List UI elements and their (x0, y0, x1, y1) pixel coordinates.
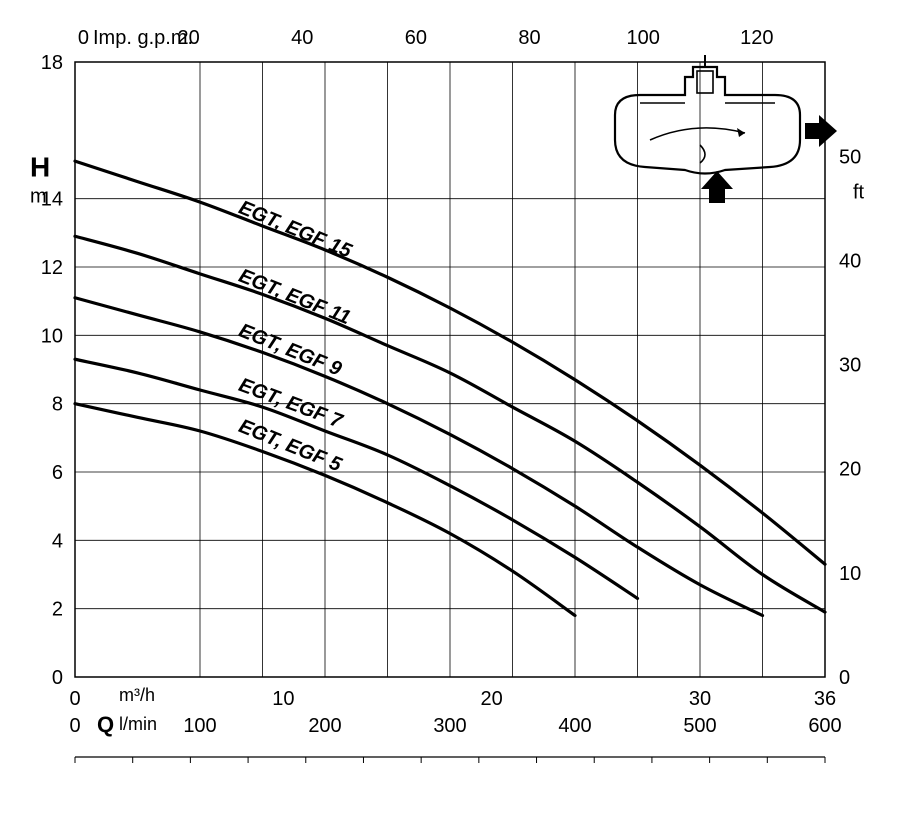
y-m-tick: 4 (52, 530, 63, 552)
pump-curve-chart: EGT, EGF 15EGT, EGF 11EGT, EGF 9EGT, EGF… (0, 0, 900, 815)
x-lmin-tick: 200 (308, 715, 341, 737)
x-gpm-tick: 40 (291, 27, 313, 49)
x-lmin-tick: 600 (808, 715, 841, 737)
x-gpm-tick: 100 (626, 27, 659, 49)
x-gpm-label: Imp. g.p.m. (93, 27, 193, 49)
y-axis-unit-m: m (30, 186, 47, 208)
y-m-tick: 6 (52, 462, 63, 484)
x-m3h-tick: 10 (272, 688, 294, 710)
x-m3h-tick: 0 (69, 688, 80, 710)
x-axis-unit-m3h: m³/h (119, 685, 155, 705)
x-m3h-tick: 36 (814, 688, 836, 710)
x-gpm-tick: 80 (518, 27, 540, 49)
y-ft-tick: 20 (839, 459, 861, 481)
x-axis-title-Q: Q (97, 712, 114, 737)
y-axis-unit-ft: ft (853, 181, 865, 203)
y-ft-tick: 10 (839, 563, 861, 585)
y-m-tick: 2 (52, 599, 63, 621)
x-lmin-tick: 0 (69, 715, 80, 737)
y-ft-tick: 50 (839, 146, 861, 168)
y-ft-tick: 30 (839, 355, 861, 377)
y-axis-title-H: H (30, 152, 50, 183)
y-m-tick: 12 (41, 257, 63, 279)
x-m3h-tick: 30 (689, 688, 711, 710)
y-ft-tick: 40 (839, 250, 861, 272)
x-lmin-tick: 300 (433, 715, 466, 737)
y-m-tick: 8 (52, 394, 63, 416)
x-gpm-tick: 120 (740, 27, 773, 49)
y-m-tick: 10 (41, 325, 63, 347)
y-ft-tick: 0 (839, 667, 850, 689)
x-axis-unit-lmin: l/min (119, 714, 157, 734)
x-lmin-tick: 500 (683, 715, 716, 737)
x-m3h-tick: 20 (481, 688, 503, 710)
y-m-tick: 0 (52, 667, 63, 689)
x-lmin-tick: 100 (183, 715, 216, 737)
x-lmin-tick: 400 (558, 715, 591, 737)
x-gpm-tick: 60 (405, 27, 427, 49)
y-m-tick: 18 (41, 52, 63, 74)
x-gpm-tick: 0 (78, 27, 89, 49)
